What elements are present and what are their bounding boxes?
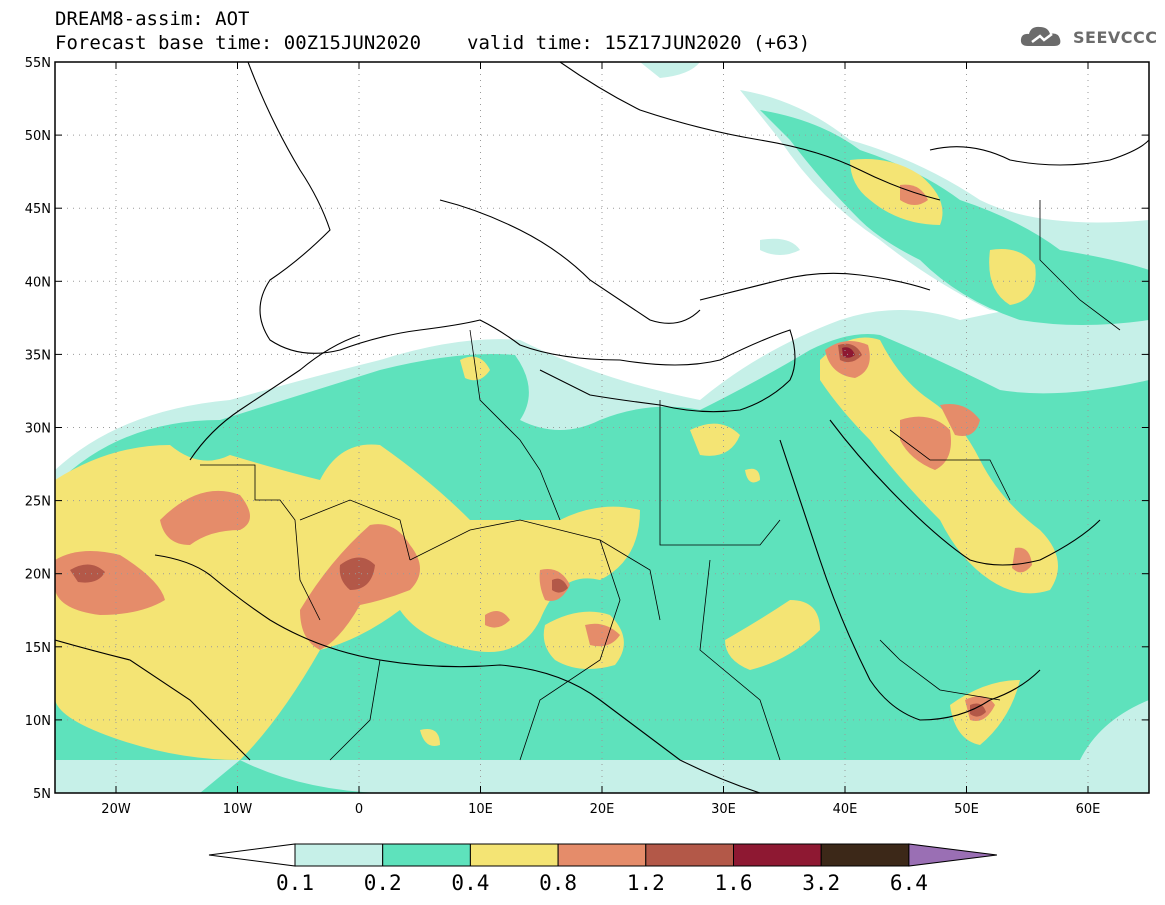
colorbar-segment (733, 843, 822, 867)
aot-level-1.6 (842, 347, 855, 358)
colorbar-segment (382, 843, 471, 867)
colorbar-label: 1.6 (715, 871, 753, 895)
lon-label: 20W (101, 802, 131, 817)
cloud-icon (1020, 26, 1061, 46)
colorbar-label: 0.1 (276, 871, 314, 895)
longitude-labels: 20W 10W 0 10E 20E 30E 40E 50E 60E (101, 802, 1100, 817)
colorbar-segment (469, 843, 559, 867)
lat-label: 40N (25, 275, 51, 290)
aot-field (55, 62, 1149, 793)
colorbar-segment (294, 843, 384, 867)
colorbar-arrow-high (908, 843, 997, 867)
colorbar (208, 843, 997, 867)
lon-label: 50E (954, 802, 979, 817)
aot-level-1.2 (70, 343, 986, 717)
colorbar-label: 1.2 (627, 871, 665, 895)
lat-label: 25N (25, 495, 51, 510)
lat-label: 15N (25, 641, 51, 656)
valid-time: valid time: 15Z17JUN2020 (+63) (467, 32, 811, 54)
colorbar-label: 0.8 (539, 871, 577, 895)
colorbar-label: 6.4 (890, 871, 928, 895)
lon-label: 20E (590, 802, 615, 817)
lat-label: 45N (25, 202, 51, 217)
lon-label: 30E (711, 802, 736, 817)
lon-label: 0 (355, 802, 363, 817)
lon-label: 10W (223, 802, 253, 817)
base-time: Forecast base time: 00Z15JUN2020 (55, 32, 422, 54)
lon-label: 40E (833, 802, 858, 817)
colorbar-label: 0.2 (364, 871, 402, 895)
lon-label: 10E (468, 802, 493, 817)
colorbar-label: 0.4 (451, 871, 489, 895)
lat-label: 10N (25, 714, 51, 729)
logo-text: SEEVCCC (1073, 27, 1158, 47)
country-borders (200, 200, 1121, 761)
lat-label: 20N (25, 568, 51, 583)
colorbar-segment (820, 843, 910, 867)
colorbar-arrow-low (208, 843, 296, 867)
colorbar-label: 3.2 (802, 871, 840, 895)
colorbar-segment (645, 843, 734, 867)
axis-ticks (55, 61, 1149, 794)
lat-label: 5N (33, 787, 51, 802)
lat-label: 50N (25, 129, 51, 144)
lat-label: 55N (25, 56, 51, 71)
lat-label: 30N (25, 422, 51, 437)
graticule (55, 62, 1149, 793)
colorbar-segment (557, 843, 647, 867)
coastlines (55, 62, 1149, 793)
forecast-times: Forecast base time: 00Z15JUN2020 valid ti… (55, 32, 810, 54)
seevccc-logo: SEEVCCC (1018, 24, 1158, 50)
colorbar-labels: 0.1 0.2 0.4 0.8 1.2 1.6 3.2 6.4 (276, 871, 928, 895)
lon-label: 60E (1076, 802, 1101, 817)
map-title: DREAM8-assim: AOT (55, 8, 250, 30)
latitude-labels: 55N 50N 45N 40N 35N 30N 25N 20N 15N 10N 5N (25, 56, 51, 802)
lat-label: 35N (25, 348, 51, 363)
